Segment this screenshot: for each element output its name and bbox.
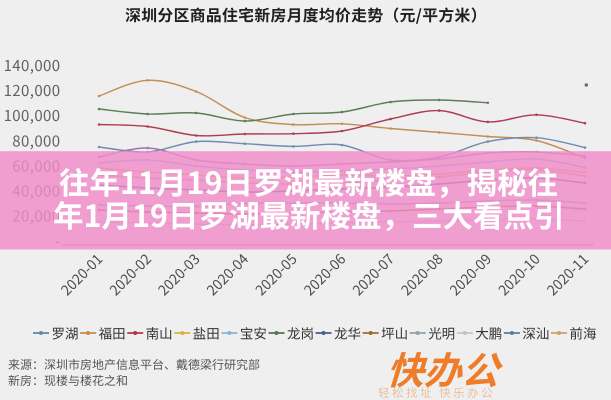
svg-text:光明: 光明 (428, 322, 455, 342)
svg-text:宝安: 宝安 (240, 322, 267, 342)
svg-text:年1月19日罗湖最新楼盘，三大看点引: 年1月19日罗湖最新楼盘，三大看点引 (53, 192, 564, 236)
svg-text:盐田: 盐田 (193, 322, 220, 342)
svg-text:100,000: 100,000 (4, 105, 61, 126)
svg-text:前海: 前海 (570, 322, 597, 342)
svg-text:新房：现楼与楼花之和: 新房：现楼与楼花之和 (8, 372, 128, 389)
svg-text:深汕: 深汕 (522, 322, 549, 342)
svg-text:来源：深圳市房地产信息平台、戴德梁行研究部: 来源：深圳市房地产信息平台、戴德梁行研究部 (8, 356, 260, 373)
svg-text:120,000: 120,000 (4, 80, 61, 101)
svg-text:罗湖: 罗湖 (52, 322, 79, 342)
svg-text:80,000: 80,000 (12, 130, 60, 151)
svg-text:往年11月19日罗湖最新楼盘，揭秘往: 往年11月19日罗湖最新楼盘，揭秘往 (59, 159, 558, 203)
svg-text:龙岗: 龙岗 (287, 322, 314, 342)
svg-text:轻松找址 快乐办公: 轻松找址 快乐办公 (378, 385, 495, 400)
svg-text:深圳分区商品住宅新房月度均价走势（元/平方米）: 深圳分区商品住宅新房月度均价走势（元/平方米） (125, 3, 487, 26)
svg-text:坪山: 坪山 (381, 322, 408, 342)
svg-text:南山: 南山 (146, 322, 173, 342)
svg-text:140,000: 140,000 (4, 55, 61, 76)
svg-text:大鹏: 大鹏 (475, 322, 502, 342)
svg-text:快办公: 快办公 (382, 342, 511, 396)
svg-text:福田: 福田 (99, 322, 126, 342)
svg-text:龙华: 龙华 (334, 322, 361, 342)
